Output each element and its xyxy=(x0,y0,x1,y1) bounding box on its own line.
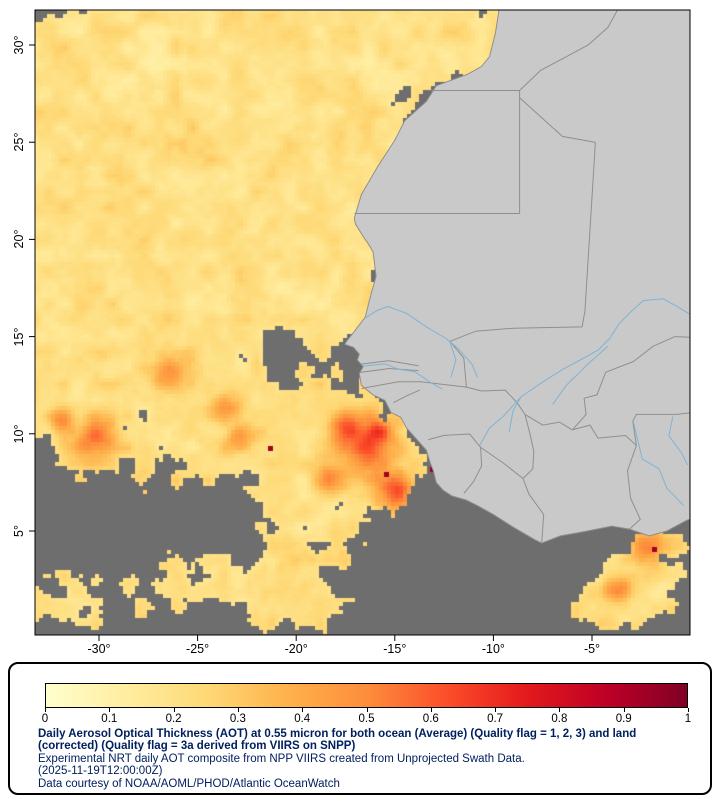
lon-tick-label: -5° xyxy=(583,642,601,656)
country-border xyxy=(524,413,573,431)
caption-credit: Data courtesy of NOAA/AOML/PHOD/Atlantic… xyxy=(38,777,340,790)
country-border xyxy=(571,372,607,431)
lon-tick-label: -10° xyxy=(481,642,505,656)
caption-block: Daily Aerosol Optical Thickness (AOT) at… xyxy=(38,728,680,790)
colorbar-tick-label: 0.4 xyxy=(294,713,311,725)
country-border xyxy=(360,367,419,373)
lon-tick-label: -20° xyxy=(284,642,308,656)
colorbar-tick xyxy=(173,708,175,712)
river xyxy=(363,363,443,390)
country-border xyxy=(392,389,420,404)
colorbar-tick xyxy=(302,708,304,712)
river xyxy=(479,298,690,446)
river xyxy=(632,421,685,507)
country-border xyxy=(605,336,690,373)
colorbar-tick-label: 0.7 xyxy=(487,713,504,725)
country-border xyxy=(519,97,596,143)
colorbar-tick-label: 0.9 xyxy=(615,713,632,725)
colorbar xyxy=(45,683,688,708)
country-border xyxy=(522,478,545,544)
colorbar-tick xyxy=(366,708,368,712)
lat-tick-label: 10° xyxy=(12,424,26,444)
colorbar-tick-label: 0.1 xyxy=(101,713,118,725)
colorbar-tick-label: 0.2 xyxy=(165,713,182,725)
caption-timestamp: (2025-11-19T12:00:00Z) xyxy=(38,765,163,778)
colorbar-tick xyxy=(237,708,239,712)
colorbar-tick xyxy=(109,708,111,712)
lat-tick-label: 5° xyxy=(12,525,26,537)
country-border xyxy=(463,447,483,494)
colorbar-tick xyxy=(45,708,46,712)
country-border xyxy=(360,360,419,367)
caption-title: Daily Aerosol Optical Thickness (AOT) at… xyxy=(38,728,637,753)
colorbar-tick xyxy=(430,708,432,712)
colorbar-tick xyxy=(495,708,497,712)
country-border xyxy=(519,10,619,91)
lat-tick-label: 25° xyxy=(12,132,26,152)
country-border xyxy=(480,446,524,479)
map-frame xyxy=(34,9,691,636)
lon-tick-label: -15° xyxy=(383,642,407,656)
map-overlay-svg xyxy=(29,9,691,641)
colorbar-tick-label: 0.3 xyxy=(229,713,246,725)
colorbar-tick-label: 0.6 xyxy=(422,713,439,725)
river xyxy=(364,306,479,378)
country-border xyxy=(626,445,641,530)
lat-tick-label: 15° xyxy=(12,327,26,347)
land-polygon xyxy=(344,10,690,544)
colorbar-tick xyxy=(688,708,689,712)
lat-tick-label: 20° xyxy=(12,229,26,249)
river xyxy=(552,345,609,405)
country-border xyxy=(572,424,637,446)
lat-tick-label: 30° xyxy=(12,35,26,55)
colorbar-tick-label: 0 xyxy=(41,713,49,725)
country-border xyxy=(449,340,467,388)
country-border xyxy=(361,381,467,389)
colorbar-tick xyxy=(559,708,561,712)
country-border xyxy=(466,386,526,415)
caption-line-experimental: Experimental NRT daily AOT composite fro… xyxy=(38,752,525,765)
country-border xyxy=(632,412,690,446)
colorbar-tick-label: 0.8 xyxy=(551,713,568,725)
map-plot: 30° 25° 20° 15° 10° 5° -30° -25° -20° -15° -10° -5… xyxy=(0,0,720,660)
lon-tick-label: -25° xyxy=(186,642,210,656)
colorbar-tick xyxy=(623,708,625,712)
colorbar-tick-label: 0.5 xyxy=(358,713,375,725)
legend-panel: 0 0.1 0.2 0.3 0.4 0.5 0.6 0.7 0.8 0.9 1 Daily Aero… xyxy=(8,662,712,795)
lon-tick-label: -30° xyxy=(87,642,111,656)
country-border xyxy=(428,433,481,448)
river xyxy=(508,396,522,432)
colorbar-tick-label: 1 xyxy=(684,713,692,725)
country-border xyxy=(449,142,596,342)
country-border xyxy=(522,414,535,479)
river xyxy=(668,416,689,466)
river xyxy=(449,342,457,378)
